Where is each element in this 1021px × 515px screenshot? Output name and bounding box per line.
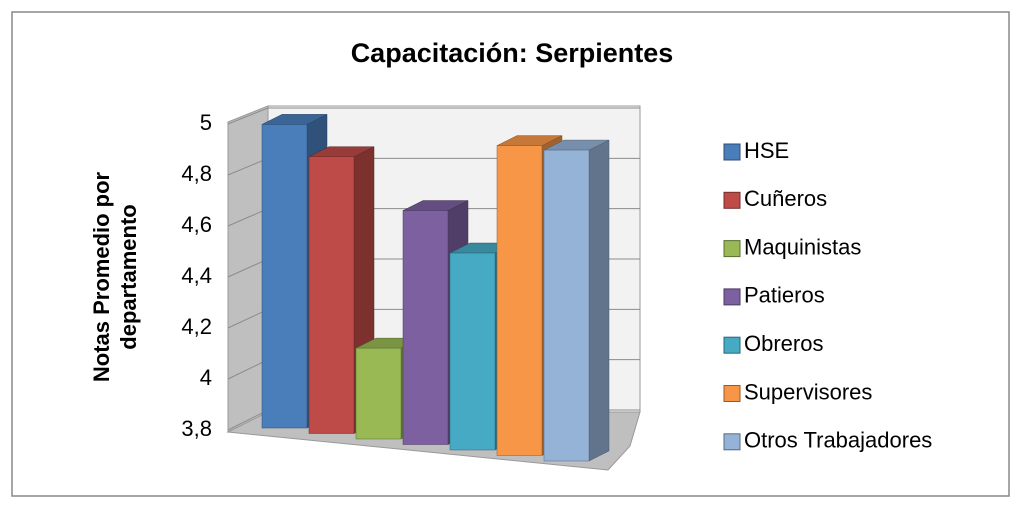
grid-line bbox=[227, 107, 640, 125]
legend-label: Maquinistas bbox=[744, 234, 861, 259]
y-tick-label: 4,6 bbox=[181, 212, 212, 237]
bar bbox=[261, 124, 308, 429]
legend-swatch bbox=[723, 336, 741, 354]
y-tick-label: 4,8 bbox=[181, 161, 212, 186]
bar-side bbox=[588, 139, 610, 462]
legend-swatch bbox=[723, 385, 741, 402]
legend-label: Cuñeros bbox=[744, 186, 827, 211]
y-axis-title: Notas Promedio por bbox=[89, 171, 114, 382]
legend-label: Patieros bbox=[744, 283, 825, 308]
bar bbox=[543, 149, 590, 462]
legend-swatch bbox=[723, 143, 741, 161]
legend-label: Obreros bbox=[744, 331, 823, 356]
y-tick-label: 4,4 bbox=[181, 263, 212, 288]
legend-label: HSE bbox=[744, 138, 789, 163]
legend-swatch bbox=[723, 191, 741, 209]
legend-label: Otros Trabajadores bbox=[744, 428, 932, 453]
y-axis-title: departamento bbox=[116, 204, 141, 349]
bar bbox=[355, 347, 402, 440]
y-tick-label: 3,8 bbox=[181, 416, 212, 441]
legend-swatch bbox=[723, 240, 741, 258]
bar bbox=[402, 210, 449, 445]
y-tick-label: 4,2 bbox=[181, 314, 212, 339]
bar bbox=[308, 156, 355, 434]
legend-swatch bbox=[723, 288, 741, 306]
y-tick-label: 4 bbox=[200, 365, 212, 390]
legend-swatch bbox=[723, 433, 741, 451]
legend-label: Supervisores bbox=[744, 379, 872, 404]
bar bbox=[496, 145, 543, 456]
chart-title: Capacitación: Serpientes bbox=[351, 38, 674, 68]
bar bbox=[449, 252, 496, 451]
y-tick-label: 5 bbox=[200, 110, 212, 135]
